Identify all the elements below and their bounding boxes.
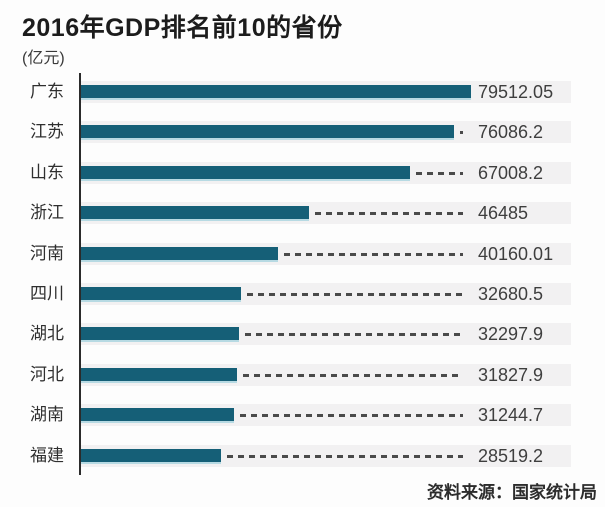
plot-area: 广东 79512.05 江苏 76086.2 山东 67008.2 浙江 46485 河南 401… (0, 73, 605, 495)
bar (81, 85, 471, 100)
value-label: 31244.7 (478, 405, 544, 426)
bar (81, 367, 237, 383)
category-label: 湖北 (30, 324, 64, 344)
unit-label: (亿元) (22, 50, 65, 67)
value-label: 31827.9 (478, 364, 544, 385)
category-label: 湖南 (30, 405, 64, 425)
value-label: 67008.2 (478, 162, 544, 183)
bar (81, 327, 239, 343)
value-label: 32297.9 (478, 324, 544, 345)
bar (81, 408, 234, 424)
value-label: 79512.05 (478, 82, 554, 102)
value-label: 28519.2 (478, 445, 544, 466)
value-label: 46485 (478, 203, 529, 224)
bar (81, 287, 241, 302)
bar (81, 165, 410, 181)
bar (81, 448, 221, 464)
leader-dash-line (460, 131, 463, 135)
leader-dash-line (247, 293, 463, 296)
category-label: 浙江 (30, 203, 64, 223)
y-axis-line (79, 73, 81, 475)
category-label: 广东 (30, 82, 64, 101)
leader-dash-line (284, 252, 463, 256)
leader-dash-line (243, 373, 463, 377)
chart-title: 2016年GDP排名前10的省份 (22, 14, 343, 42)
leader-dash-line (416, 171, 463, 175)
category-label: 四川 (30, 284, 64, 303)
bar (81, 206, 309, 222)
value-label: 76086.2 (478, 122, 544, 143)
category-label: 河南 (30, 243, 64, 263)
value-label: 32680.5 (478, 284, 544, 304)
category-label: 福建 (30, 445, 64, 465)
leader-dash-line (240, 414, 463, 418)
leader-dash-line (227, 454, 463, 458)
bar (81, 125, 454, 141)
category-label: 河北 (30, 364, 64, 384)
bar (81, 246, 278, 262)
leader-dash-line (245, 333, 463, 337)
category-label: 江苏 (30, 122, 64, 142)
source-note: 资料来源：国家统计局 (427, 483, 597, 502)
leader-dash-line (315, 212, 463, 216)
category-label: 山东 (30, 162, 64, 182)
value-label: 40160.01 (478, 243, 554, 264)
